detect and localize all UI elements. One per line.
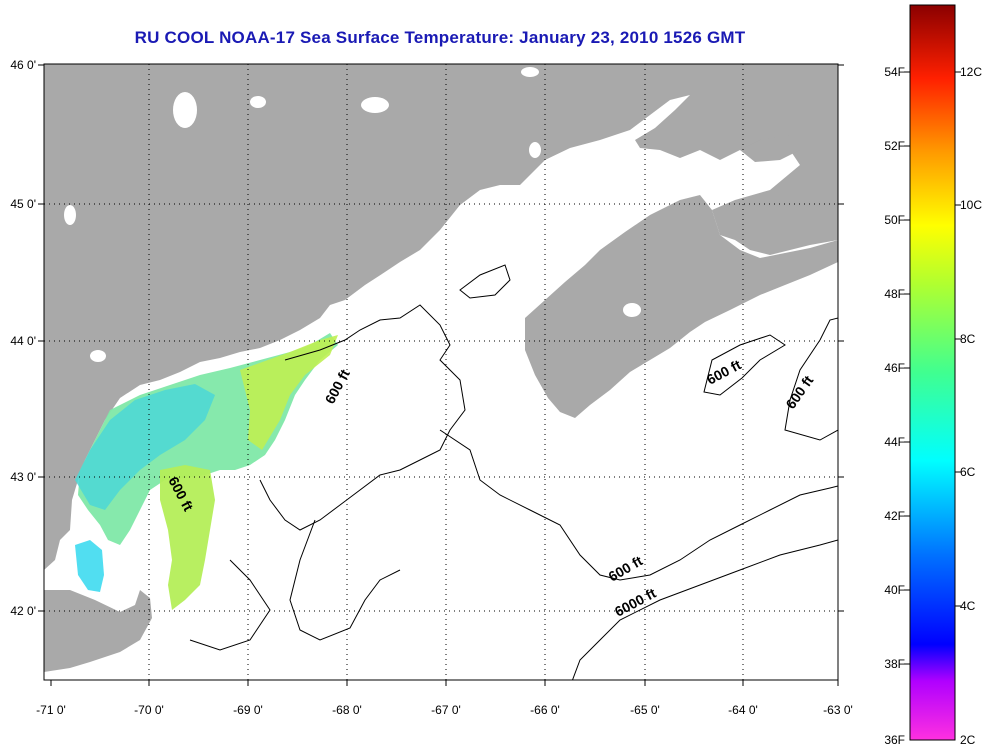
colorbar-f-label: 48F — [884, 287, 905, 301]
colorbar-f-label: 44F — [884, 435, 905, 449]
lat-label: 46 0' — [10, 58, 36, 72]
map-frame — [43, 63, 839, 681]
lat-label: 42 0' — [10, 604, 36, 618]
colorbar-f-label: 36F — [884, 733, 905, 747]
colorbar-f-label: 40F — [884, 583, 905, 597]
colorbar-c-label: 8C — [960, 332, 976, 346]
lon-label: -66 0' — [530, 703, 560, 717]
colorbar-f-label: 52F — [884, 139, 905, 153]
colorbar-c-label: 12C — [960, 65, 982, 79]
colorbar-f-label: 46F — [884, 361, 905, 375]
colorbar-f-label: 38F — [884, 657, 905, 671]
lon-label: -63 0' — [823, 703, 853, 717]
lon-label: -71 0' — [36, 703, 66, 717]
lat-label: 44 0' — [10, 334, 36, 348]
sst-data-patch-sw — [75, 540, 104, 592]
colorbar-c-label: 6C — [960, 465, 976, 479]
lon-label: -65 0' — [630, 703, 660, 717]
land-nova-scotia — [525, 195, 838, 418]
lon-label: -67 0' — [431, 703, 461, 717]
lon-label: -69 0' — [233, 703, 263, 717]
colorbar-f-label: 50F — [884, 213, 905, 227]
bathymetry-contours — [189, 264, 838, 680]
colorbar-c-label: 2C — [960, 733, 976, 747]
land-mainland — [44, 64, 838, 570]
lon-label: -68 0' — [332, 703, 362, 717]
colorbar-c-label: 10C — [960, 198, 982, 212]
land-cape-cod — [44, 590, 152, 672]
map-area — [44, 64, 838, 680]
colorbar — [909, 4, 956, 741]
lon-label: -70 0' — [134, 703, 164, 717]
colorbar-f-label: 42F — [884, 509, 905, 523]
colorbar-f-label: 54F — [884, 65, 905, 79]
sst-data-patch-blue — [75, 384, 215, 510]
map-title: RU COOL NOAA-17 Sea Surface Temperature:… — [134, 28, 746, 47]
sst-data-patch-south — [160, 465, 215, 610]
lon-label: -64 0' — [728, 703, 758, 717]
colorbar-c-label: 4C — [960, 599, 976, 613]
sst-data-patch-east — [240, 335, 338, 450]
lat-label: 43 0' — [10, 470, 36, 484]
lat-label: 45 0' — [10, 197, 36, 211]
land-pei — [740, 135, 800, 162]
